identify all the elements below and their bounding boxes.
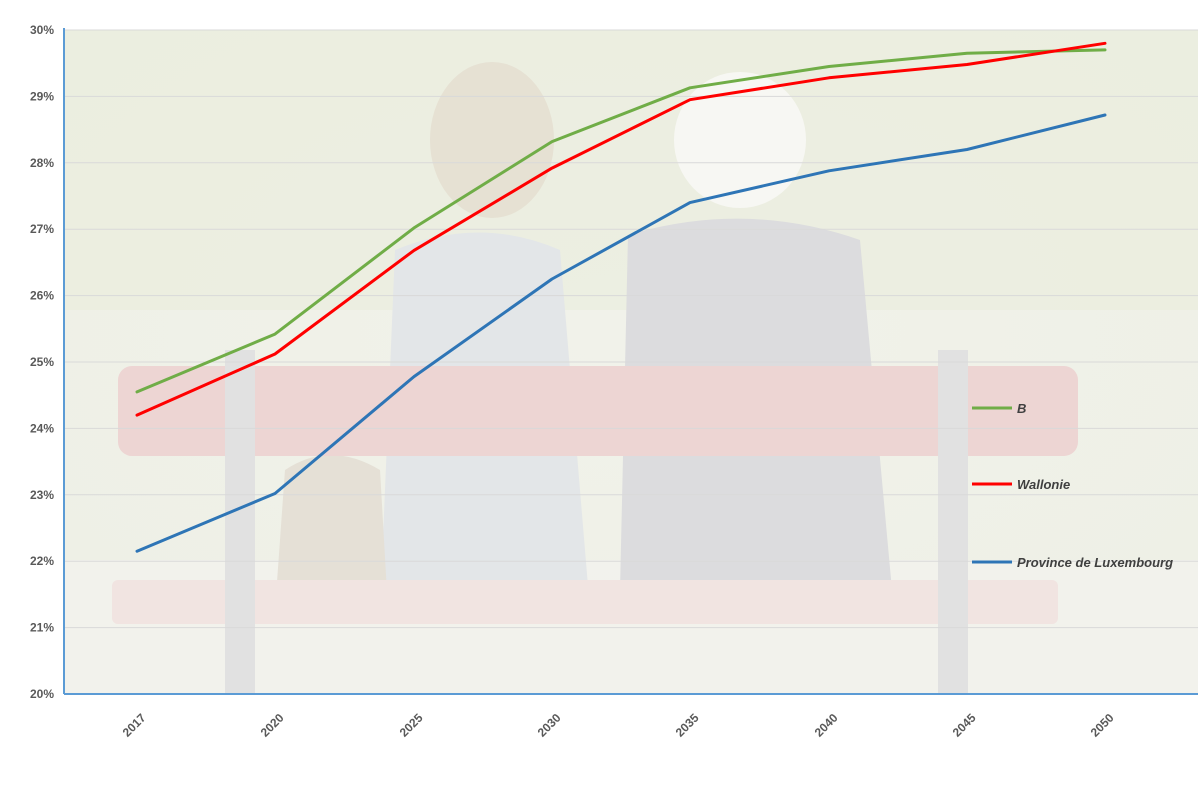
legend-label: Wallonie	[1017, 477, 1070, 492]
series-line-2	[135, 41, 1107, 417]
y-tick-label: 20%	[30, 687, 54, 701]
y-axis-tick-labels: 20% 21% 22% 23% 24% 25% 26% 27% 28% 29% 30%	[30, 23, 54, 701]
x-tick-label: 2025	[397, 711, 426, 740]
legend-label: Province de Luxembourg	[1017, 555, 1173, 570]
x-tick-label: 2020	[258, 711, 287, 740]
y-tick-label: 26%	[30, 289, 54, 303]
x-tick-label: 2045	[950, 711, 979, 740]
x-axis-tick-labels: 2017 2020 2025 2030 2035 2040 2045 2050	[120, 711, 1117, 740]
series-line-1	[135, 48, 1107, 394]
y-tick-label: 22%	[30, 554, 54, 568]
axes	[63, 28, 1198, 695]
legend: B Wallonie Province de Luxembourg	[972, 401, 1173, 570]
background-photo	[64, 30, 1198, 694]
x-tick-label: 2035	[673, 711, 702, 740]
y-tick-label: 24%	[30, 421, 54, 435]
y-tick-label: 21%	[30, 621, 54, 635]
y-tick-label: 27%	[30, 222, 54, 236]
x-tick-label: 2040	[812, 711, 841, 740]
x-tick-label: 2030	[535, 711, 564, 740]
y-tick-label: 30%	[30, 23, 54, 37]
x-tick-label: 2050	[1088, 711, 1117, 740]
y-tick-label: 29%	[30, 89, 54, 103]
y-tick-label: 23%	[30, 488, 54, 502]
legend-label: B	[1017, 401, 1026, 416]
x-tick-label: 2017	[120, 711, 149, 740]
data-series	[135, 41, 1107, 553]
y-tick-label: 25%	[30, 355, 54, 369]
y-tick-label: 28%	[30, 156, 54, 170]
series-line-3	[135, 113, 1107, 553]
gridlines	[64, 29, 1198, 629]
